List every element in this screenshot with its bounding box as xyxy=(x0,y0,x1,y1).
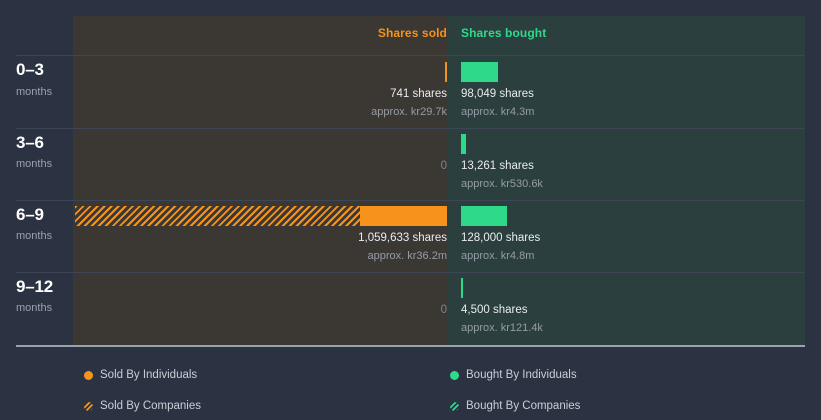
legend-label-sold-companies[interactable]: Sold By Companies xyxy=(100,400,201,412)
sold-shares-value: 1,059,633 shares xyxy=(358,232,447,244)
row-unit-label: months xyxy=(16,158,53,170)
bar-sold-companies xyxy=(75,206,360,226)
row-period-label: 6–9 xyxy=(16,205,44,224)
bought-shares-value: 13,261 shares xyxy=(461,160,534,172)
bar-bought-individuals xyxy=(461,206,507,226)
row-divider xyxy=(16,272,805,273)
bar-sold-individuals xyxy=(360,206,447,226)
shares-bought-header: Shares bought xyxy=(461,26,547,40)
shares-sold-header: Shares sold xyxy=(377,26,447,40)
sold-approx-value: approx. kr29.7k xyxy=(371,106,447,118)
legend-label-bought-individuals[interactable]: Bought By Individuals xyxy=(466,369,577,381)
chart-bottom-divider xyxy=(16,345,805,347)
bar-bought-individuals xyxy=(461,278,463,298)
bought-approx-value: approx. kr4.8m xyxy=(461,250,535,262)
bar-bought-individuals xyxy=(461,134,466,154)
header-divider xyxy=(16,55,805,56)
row-divider xyxy=(16,128,805,129)
sold-shares-value: 0 xyxy=(440,304,447,316)
bought-approx-value: approx. kr530.6k xyxy=(461,178,543,190)
bar-bought-individuals xyxy=(461,62,498,82)
sold-column-band xyxy=(73,16,447,345)
legend-label-bought-companies[interactable]: Bought By Companies xyxy=(466,400,581,412)
bought-shares-value: 128,000 shares xyxy=(461,232,541,244)
sold-shares-value: 0 xyxy=(440,160,447,172)
bar-sold-individuals xyxy=(445,62,447,82)
bought-approx-value: approx. kr121.4k xyxy=(461,322,543,334)
row-unit-label: months xyxy=(16,302,53,314)
sold-approx-value: approx. kr36.2m xyxy=(367,250,447,262)
legend-label-sold-individuals[interactable]: Sold By Individuals xyxy=(100,369,198,381)
circle-solid-orange-icon xyxy=(84,371,93,380)
bought-shares-value: 98,049 shares xyxy=(461,88,534,100)
row-period-label: 9–12 xyxy=(16,277,54,296)
row-unit-label: months xyxy=(16,86,53,98)
circle-solid-green-icon xyxy=(450,371,459,380)
row-period-label: 0–3 xyxy=(16,60,44,79)
row-period-label: 3–6 xyxy=(16,133,44,152)
circle-hatched-green-icon xyxy=(450,402,459,411)
bought-shares-value: 4,500 shares xyxy=(461,304,528,316)
bought-column-band xyxy=(447,16,805,345)
row-divider xyxy=(16,200,805,201)
row-unit-label: months xyxy=(16,230,53,242)
sold-shares-value: 741 shares xyxy=(390,88,447,100)
bought-approx-value: approx. kr4.3m xyxy=(461,106,535,118)
circle-hatched-orange-icon xyxy=(84,402,93,411)
